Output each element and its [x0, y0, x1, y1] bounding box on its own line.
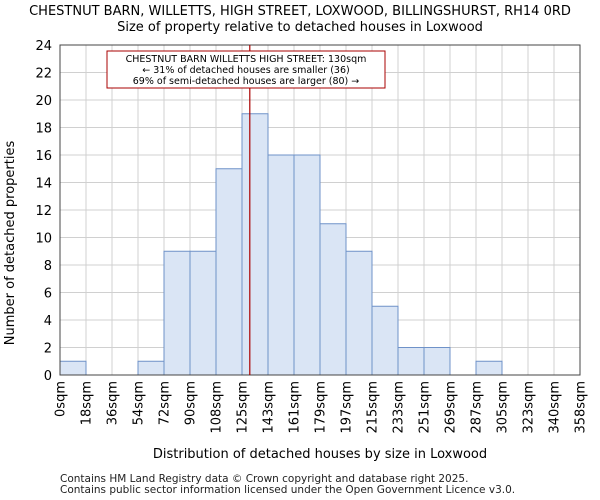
bars-layer	[59, 113, 503, 376]
y-tick-label: 10	[35, 232, 52, 247]
x-tick-label: 358sqm	[574, 381, 589, 434]
footer-line-1: Contains HM Land Registry data © Crown c…	[60, 473, 469, 485]
histogram-bar	[397, 347, 425, 376]
annotation-line: CHESTNUT BARN WILLETTS HIGH STREET: 130s…	[126, 54, 367, 65]
y-tick-label: 20	[35, 94, 52, 109]
footer-line-2: Contains public sector information licen…	[60, 484, 516, 496]
y-tick-label: 18	[35, 122, 52, 137]
histogram-bar	[189, 250, 217, 376]
x-tick-label: 233sqm	[392, 381, 407, 434]
histogram-bar	[267, 154, 295, 376]
histogram-bar	[475, 360, 503, 376]
y-tick-label: 2	[44, 342, 52, 357]
x-tick-label: 340sqm	[548, 381, 563, 434]
histogram-bar	[319, 223, 347, 376]
y-tick-label: 8	[44, 259, 52, 274]
histogram-bar	[423, 347, 451, 376]
x-tick-label: 179sqm	[314, 381, 329, 434]
x-tick-label: 125sqm	[236, 381, 251, 434]
axes-layer	[59, 44, 581, 376]
x-tick-label: 36sqm	[106, 381, 121, 425]
y-tick-label: 0	[44, 369, 52, 384]
annotation-line: ← 31% of detached houses are smaller (36…	[142, 65, 349, 76]
x-tick-label: 54sqm	[132, 381, 147, 425]
x-tick-label: 161sqm	[288, 381, 303, 434]
annotation-box	[106, 50, 386, 89]
histogram-bar	[215, 168, 243, 376]
x-tick-label: 251sqm	[418, 381, 433, 434]
marker-layer: CHESTNUT BARN WILLETTS HIGH STREET: 130s…	[106, 45, 386, 375]
y-tick-label: 22	[35, 67, 52, 82]
histogram-bar	[371, 305, 399, 376]
histogram-bar	[163, 250, 191, 376]
x-tick-label: 72sqm	[158, 381, 173, 425]
y-tick-label: 14	[35, 177, 52, 192]
histogram-bar	[293, 154, 321, 376]
x-tick-label: 305sqm	[496, 381, 511, 434]
chart-title: CHESTNUT BARN, WILLETTS, HIGH STREET, LO…	[29, 4, 571, 19]
annotation-line: 69% of semi-detached houses are larger (…	[133, 76, 360, 87]
histogram-bar	[137, 360, 165, 376]
x-tick-label: 108sqm	[210, 381, 225, 434]
y-tick-label: 16	[35, 149, 52, 164]
x-tick-label: 269sqm	[444, 381, 459, 434]
y-tick-label: 6	[44, 287, 52, 302]
x-tick-label: 215sqm	[366, 381, 381, 434]
y-axis-label: Number of detached properties	[3, 141, 18, 346]
histogram-bar	[241, 113, 269, 376]
x-tick-label: 287sqm	[470, 381, 485, 434]
x-axis-label: Distribution of detached houses by size …	[153, 447, 487, 462]
x-tick-label: 323sqm	[522, 381, 537, 434]
x-tick-label: 197sqm	[340, 381, 355, 434]
x-tick-label: 90sqm	[184, 381, 199, 425]
x-tick-label: 143sqm	[262, 381, 277, 434]
histogram-bar	[345, 250, 373, 376]
y-tick-label: 4	[44, 314, 52, 329]
chart-subtitle: Size of property relative to detached ho…	[117, 20, 483, 35]
y-tick-label: 24	[35, 39, 52, 54]
plot-frame	[59, 44, 581, 376]
x-tick-label: 18sqm	[80, 381, 95, 425]
y-tick-label: 12	[35, 204, 52, 219]
x-tick-label: 0sqm	[54, 381, 69, 417]
histogram-bar	[59, 360, 87, 376]
